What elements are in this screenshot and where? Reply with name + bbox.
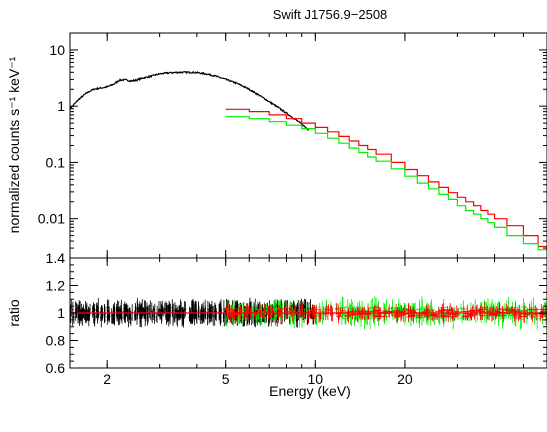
spectrum-series-0 [69,70,309,131]
spectrum-series-1 [225,108,547,248]
spectrum-y-tick-label-3: 0.01 [38,211,65,227]
top-y-axis-label: normalized counts s⁻¹ keV⁻¹ [6,56,22,233]
ratio-y-tick-label-3: 0.8 [46,333,66,349]
spectrum-panel-frame [69,32,547,259]
ratio-panel: 1.4 1.2 1 0.8 0.6 [46,250,547,376]
ratio-y-tick-label-0: 1.4 [46,250,66,266]
x-axis-label: Energy (keV) [269,383,351,399]
ratio-series-group [69,296,547,330]
ratio-y-tick-label-4: 0.6 [46,360,66,376]
spectrum-y-ticks: 10 1 0.1 0.01 [38,32,547,259]
energy-x-ticks: 2 5 10 20 [103,33,547,387]
chart-title: Swift J1756.9−2508 [273,7,388,22]
x-tick-label-0: 2 [103,371,111,387]
x-tick-label-3: 20 [397,371,413,387]
x-tick-label-1: 5 [222,371,230,387]
spectrum-series-group [69,70,547,251]
ratio-y-ticks: 1.4 1.2 1 0.8 0.6 [46,250,547,376]
spectrum-y-tick-label-1: 1 [57,98,65,114]
spectrum-y-tick-label-0: 10 [49,42,65,58]
spectrum-y-tick-label-2: 0.1 [46,154,66,170]
ratio-y-tick-label-2: 1 [57,305,65,321]
x-tick-label-2: 10 [308,371,324,387]
ratio-y-tick-label-1: 1.2 [46,278,66,294]
spectrum-series-2 [225,116,547,251]
ratio-y-axis-label: ratio [6,299,22,326]
spectrum-panel: 10 1 0.1 0.01 [38,32,547,259]
